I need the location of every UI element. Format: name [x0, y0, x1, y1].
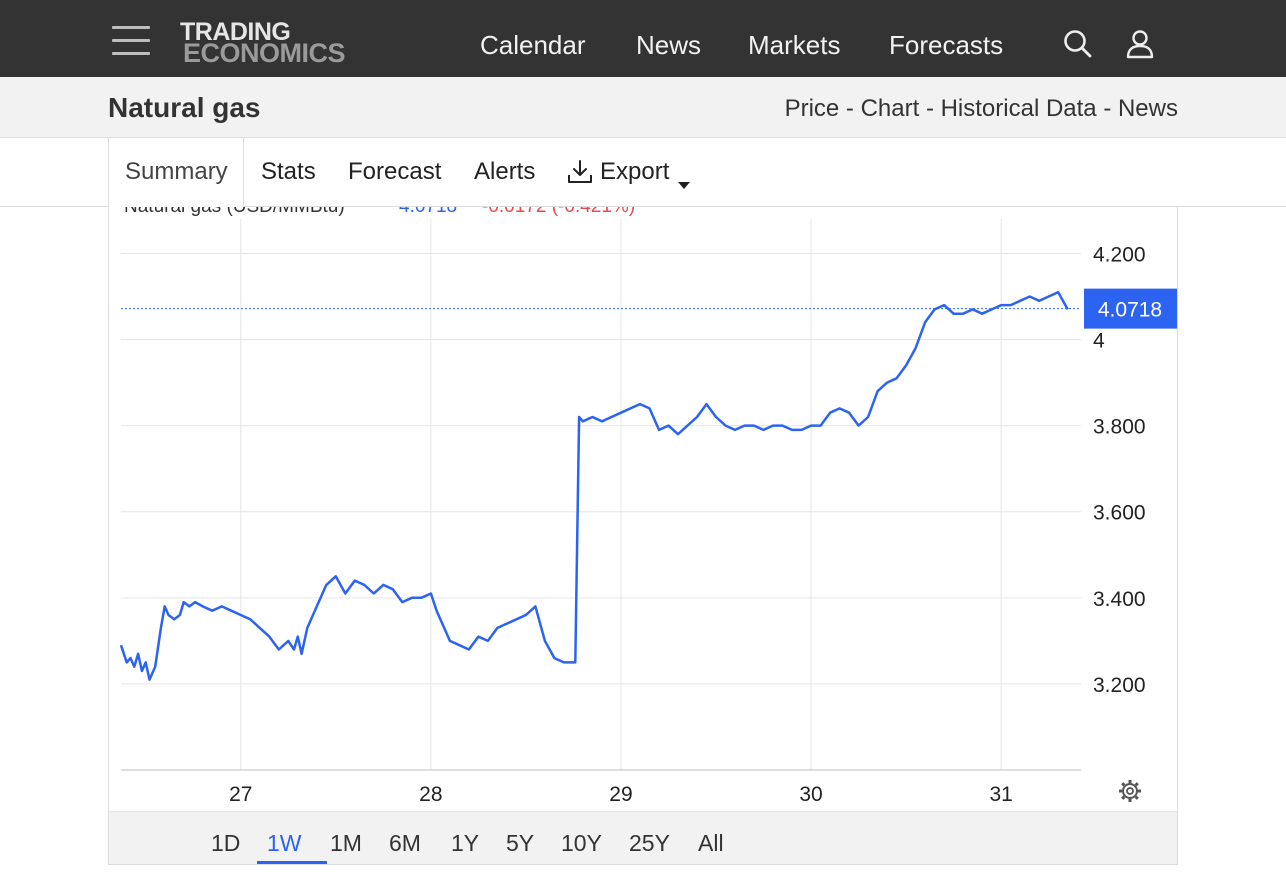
range-button-1m[interactable]: 1M	[330, 830, 362, 856]
range-button-all[interactable]: All	[698, 830, 724, 856]
range-button-10y[interactable]: 10Y	[561, 830, 602, 856]
x-tick-label: 27	[229, 783, 252, 806]
legend-last-value: 4.0718	[399, 207, 457, 217]
tab-alerts[interactable]: Alerts	[474, 158, 536, 185]
y-tick-label: 3.600	[1093, 502, 1146, 525]
range-button-1y[interactable]: 1Y	[451, 830, 480, 856]
menu-icon[interactable]	[112, 26, 150, 56]
tab-stats[interactable]: Stats	[261, 158, 316, 185]
active-range-underline	[257, 861, 327, 864]
range-button-1w[interactable]: 1W	[267, 830, 302, 856]
range-button-5y[interactable]: 5Y	[506, 830, 535, 856]
tab-summary[interactable]: Summary	[108, 138, 244, 207]
last-price-label: 4.0718	[1098, 299, 1162, 322]
chart-panel: 4.200 4 3.800 3.600 3.400 3.200 27 28 29 30 31 4.0…	[108, 207, 1178, 865]
x-tick-label: 28	[419, 783, 442, 806]
nav-forecasts[interactable]: Forecasts	[889, 30, 1004, 60]
x-tick-label: 29	[609, 783, 632, 806]
tab-summary-label: Summary	[125, 158, 228, 185]
export-button[interactable]: Export	[566, 158, 696, 189]
range-selector: 1D 1W 1M 6M 1Y 5Y 10Y 25Y All	[109, 811, 1177, 864]
y-tick-label: 3.400	[1093, 588, 1146, 611]
y-tick-label: 3.800	[1093, 416, 1146, 439]
y-tick-label: 4	[1093, 330, 1105, 353]
logo[interactable]: TRADING ECONOMICS	[180, 20, 370, 68]
last-price-badge	[1084, 288, 1177, 329]
price-series-line[interactable]	[119, 290, 1069, 681]
range-button-1d[interactable]: 1D	[211, 830, 241, 856]
legend-change: -0.0172 (-0.421%)	[482, 207, 635, 217]
y-tick-label: 4.200	[1093, 243, 1146, 266]
logo-line2: ECONOMICS	[183, 38, 346, 68]
range-button-25y[interactable]: 25Y	[629, 830, 670, 856]
title-bar: Natural gas Price - Chart - Historical D…	[0, 77, 1286, 138]
nav-calendar[interactable]: Calendar	[480, 30, 586, 60]
export-label: Export	[600, 158, 670, 185]
search-icon[interactable]	[1062, 28, 1094, 60]
price-chart[interactable]: 4.200 4 3.800 3.600 3.400 3.200 27 28 29 30 31 4.0…	[109, 207, 1177, 811]
x-tick-label: 30	[799, 783, 822, 806]
logo-line1: TRADING	[180, 18, 291, 46]
page-title: Natural gas	[108, 92, 261, 123]
settings-gear-icon[interactable]	[1119, 780, 1141, 802]
y-tick-label: 3.200	[1093, 674, 1146, 697]
user-icon[interactable]	[1124, 28, 1156, 60]
top-navbar: TRADING ECONOMICS Calendar News Markets …	[0, 0, 1286, 77]
legend-series-name: Natural gas (USD/MMBtu)	[124, 207, 345, 217]
nav-news[interactable]: News	[636, 30, 702, 60]
caret-down-icon	[678, 169, 690, 197]
nav-markets[interactable]: Markets	[748, 30, 841, 60]
download-icon	[566, 158, 594, 193]
x-tick-label: 31	[989, 783, 1012, 806]
tab-forecast[interactable]: Forecast	[348, 158, 442, 185]
range-button-6m[interactable]: 6M	[389, 830, 421, 856]
breadcrumb[interactable]: Price - Chart - Historical Data - News	[784, 95, 1178, 122]
tab-bar: Summary Stats Forecast Alerts Export	[0, 138, 1286, 207]
